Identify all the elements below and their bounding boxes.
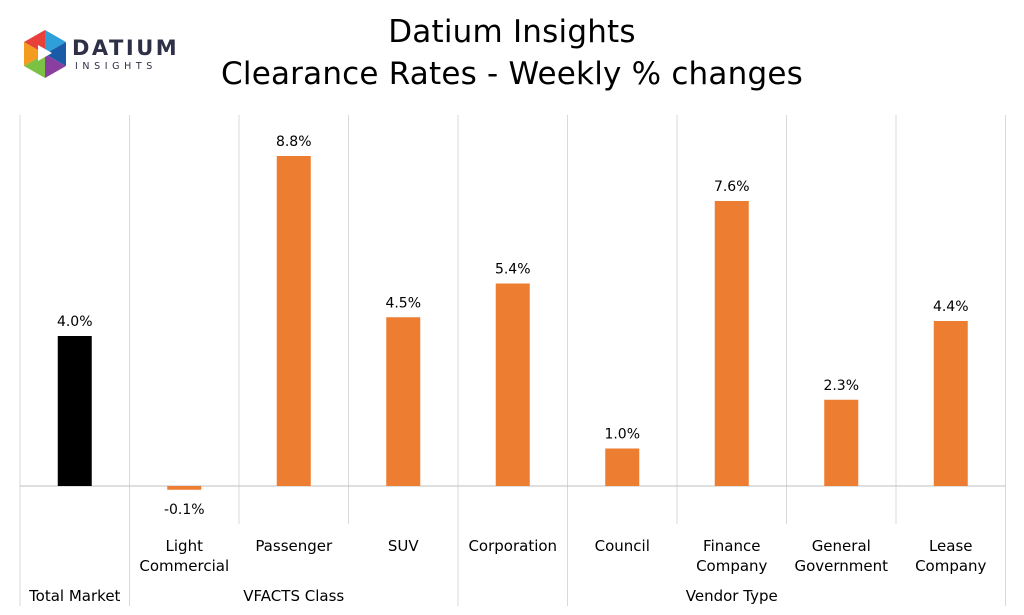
logo-subtitle: INSIGHTS: [75, 61, 157, 72]
logo-wordmark: DATIUM: [72, 36, 180, 60]
data-label: 1.0%: [604, 427, 640, 443]
group-label: Total Market: [28, 587, 120, 605]
data-label: 4.5%: [385, 295, 421, 311]
category-label: Commercial: [139, 557, 229, 575]
category-label: Light: [166, 537, 204, 555]
data-label: -0.1%: [164, 502, 205, 518]
chart-subtitle: Clearance Rates - Weekly % changes: [221, 56, 803, 92]
data-label: 2.3%: [823, 378, 859, 394]
data-label: 8.8%: [276, 134, 312, 150]
bar: [495, 283, 530, 486]
category-label: Corporation: [468, 537, 557, 555]
category-label: SUV: [388, 537, 420, 555]
category-label: Government: [794, 557, 888, 575]
chart-title: Datium Insights: [388, 14, 636, 50]
category-label: Passenger: [255, 537, 333, 555]
category-label: Council: [595, 537, 650, 555]
group-label: Vendor Type: [686, 587, 778, 605]
category-label: Company: [915, 557, 986, 575]
group-label: VFACTS Class: [243, 587, 344, 605]
category-label: Lease: [929, 537, 973, 555]
data-label: 5.4%: [495, 262, 531, 278]
data-label: 4.4%: [933, 299, 969, 315]
category-label: General: [812, 537, 871, 555]
bar: [276, 156, 311, 486]
bar: [605, 448, 640, 486]
bar: [824, 399, 859, 486]
data-label: 4.0%: [57, 314, 93, 330]
bar: [933, 321, 968, 486]
bar: [714, 201, 749, 486]
datium-logo: DATIUM INSIGHTS: [20, 28, 177, 84]
bar: [57, 336, 92, 486]
data-label: 7.6%: [714, 179, 750, 195]
bar: [167, 486, 202, 490]
category-label: Finance: [703, 537, 760, 555]
category-label: Company: [696, 557, 767, 575]
logo-cube-icon: [24, 30, 66, 78]
bar: [386, 317, 421, 486]
